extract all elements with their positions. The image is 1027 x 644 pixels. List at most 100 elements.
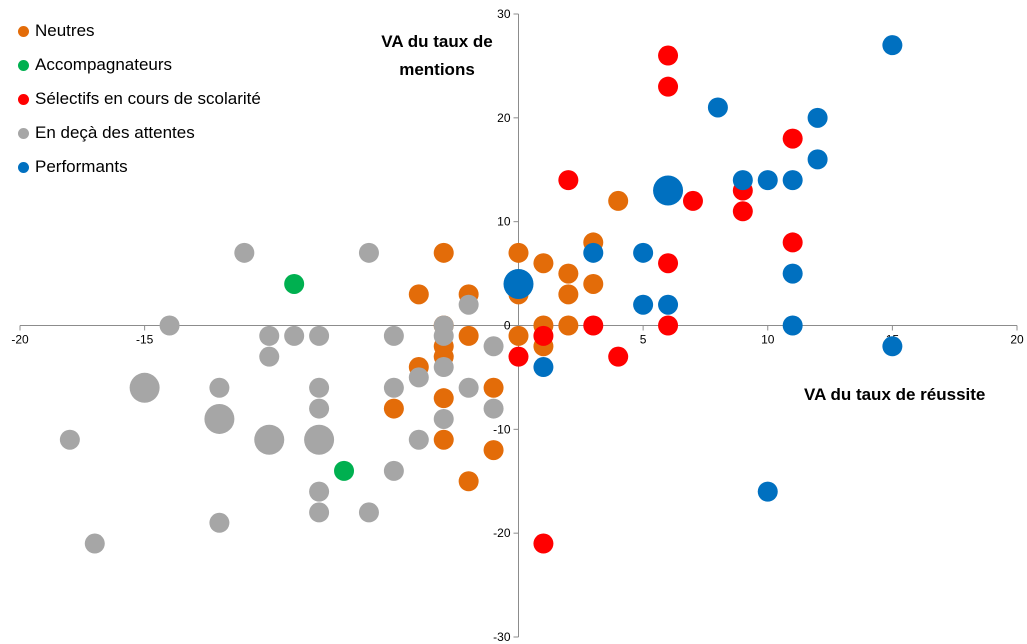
- data-point: [358, 242, 379, 263]
- data-point: [259, 346, 280, 367]
- data-point: [254, 424, 285, 455]
- data-point: [782, 315, 803, 336]
- data-point: [757, 481, 778, 502]
- data-point: [483, 336, 504, 357]
- data-point: [558, 284, 579, 305]
- data-point: [159, 315, 180, 336]
- legend-marker-en-deca: [18, 127, 29, 139]
- data-point: [408, 284, 429, 305]
- y-axis-title: VA du taux de mentions: [381, 32, 493, 79]
- data-point: [608, 190, 629, 211]
- data-point: [558, 170, 579, 191]
- data-point: [259, 325, 280, 346]
- data-point: [633, 294, 654, 315]
- legend-item-accompagnateurs: Accompagnateurs: [18, 48, 261, 82]
- legend-marker-selectifs: [18, 93, 29, 105]
- data-point: [653, 175, 684, 206]
- legend-item-selectifs: Sélectifs en cours de scolarité: [18, 82, 261, 116]
- data-point: [658, 253, 679, 274]
- y-tick-label: -20: [493, 526, 511, 540]
- data-point: [707, 97, 728, 118]
- x-tick-label: 5: [640, 333, 647, 347]
- data-point: [84, 533, 105, 554]
- data-point: [209, 377, 230, 398]
- data-point: [807, 149, 828, 170]
- x-tick-label: 20: [1010, 333, 1024, 347]
- data-point: [433, 429, 454, 450]
- data-point: [284, 325, 305, 346]
- data-point: [383, 460, 404, 481]
- data-point: [782, 263, 803, 284]
- legend-label-neutres: Neutres: [35, 21, 95, 40]
- data-point: [309, 377, 330, 398]
- legend-label-accompagnateurs: Accompagnateurs: [35, 55, 173, 74]
- data-point: [209, 512, 230, 533]
- y-tick-label: -10: [493, 422, 511, 436]
- data-point: [533, 253, 554, 274]
- legend-item-performants: Performants: [18, 150, 261, 184]
- data-point: [682, 190, 703, 211]
- data-point: [433, 408, 454, 429]
- data-point: [458, 377, 479, 398]
- legend-item-en-deca: En deçà des attentes: [18, 116, 261, 150]
- data-point: [533, 357, 554, 378]
- y-tick-label: 0: [504, 319, 511, 333]
- legend-marker-performants: [18, 161, 29, 173]
- data-point: [533, 325, 554, 346]
- data-point: [433, 325, 454, 346]
- data-point: [408, 367, 429, 388]
- data-point: [383, 398, 404, 419]
- data-point: [483, 398, 504, 419]
- data-point: [583, 242, 604, 263]
- y-tick-label: 10: [497, 215, 511, 229]
- data-point: [658, 294, 679, 315]
- data-point: [882, 336, 903, 357]
- data-point: [483, 377, 504, 398]
- data-point: [433, 357, 454, 378]
- data-point: [458, 325, 479, 346]
- legend-label-selectifs: Sélectifs en cours de scolarité: [35, 89, 261, 108]
- data-point: [433, 388, 454, 409]
- legend-marker-neutres: [18, 25, 29, 37]
- data-point: [383, 325, 404, 346]
- x-tick-label: 10: [761, 333, 775, 347]
- data-point: [633, 242, 654, 263]
- data-point: [732, 170, 753, 191]
- data-point: [234, 242, 255, 263]
- data-point: [309, 481, 330, 502]
- data-point: [304, 424, 335, 455]
- data-point: [284, 273, 305, 294]
- x-tick-label: -15: [136, 333, 154, 347]
- data-point: [129, 372, 160, 403]
- data-point: [483, 440, 504, 461]
- data-point: [59, 429, 80, 450]
- legend-item-neutres: Neutres: [18, 14, 261, 48]
- x-axis-title: VA du taux de réussite: [804, 385, 986, 404]
- data-point: [558, 315, 579, 336]
- data-point: [782, 232, 803, 253]
- data-point: [458, 294, 479, 315]
- y-tick-label: 30: [497, 7, 511, 21]
- data-point: [882, 35, 903, 56]
- data-point: [583, 273, 604, 294]
- data-point: [732, 201, 753, 222]
- data-point: [807, 107, 828, 128]
- data-point: [309, 325, 330, 346]
- data-points: [59, 35, 903, 554]
- data-point: [408, 429, 429, 450]
- legend-label-en-deca: En deçà des attentes: [35, 123, 195, 142]
- data-point: [508, 325, 529, 346]
- data-point: [204, 403, 235, 434]
- data-point: [309, 502, 330, 523]
- data-point: [458, 471, 479, 492]
- data-point: [358, 502, 379, 523]
- data-point: [334, 460, 355, 481]
- data-point: [658, 76, 679, 97]
- data-point: [309, 398, 330, 419]
- data-point: [508, 346, 529, 367]
- data-point: [383, 377, 404, 398]
- data-point: [433, 242, 454, 263]
- y-tick-label: -30: [493, 630, 511, 644]
- data-point: [533, 533, 554, 554]
